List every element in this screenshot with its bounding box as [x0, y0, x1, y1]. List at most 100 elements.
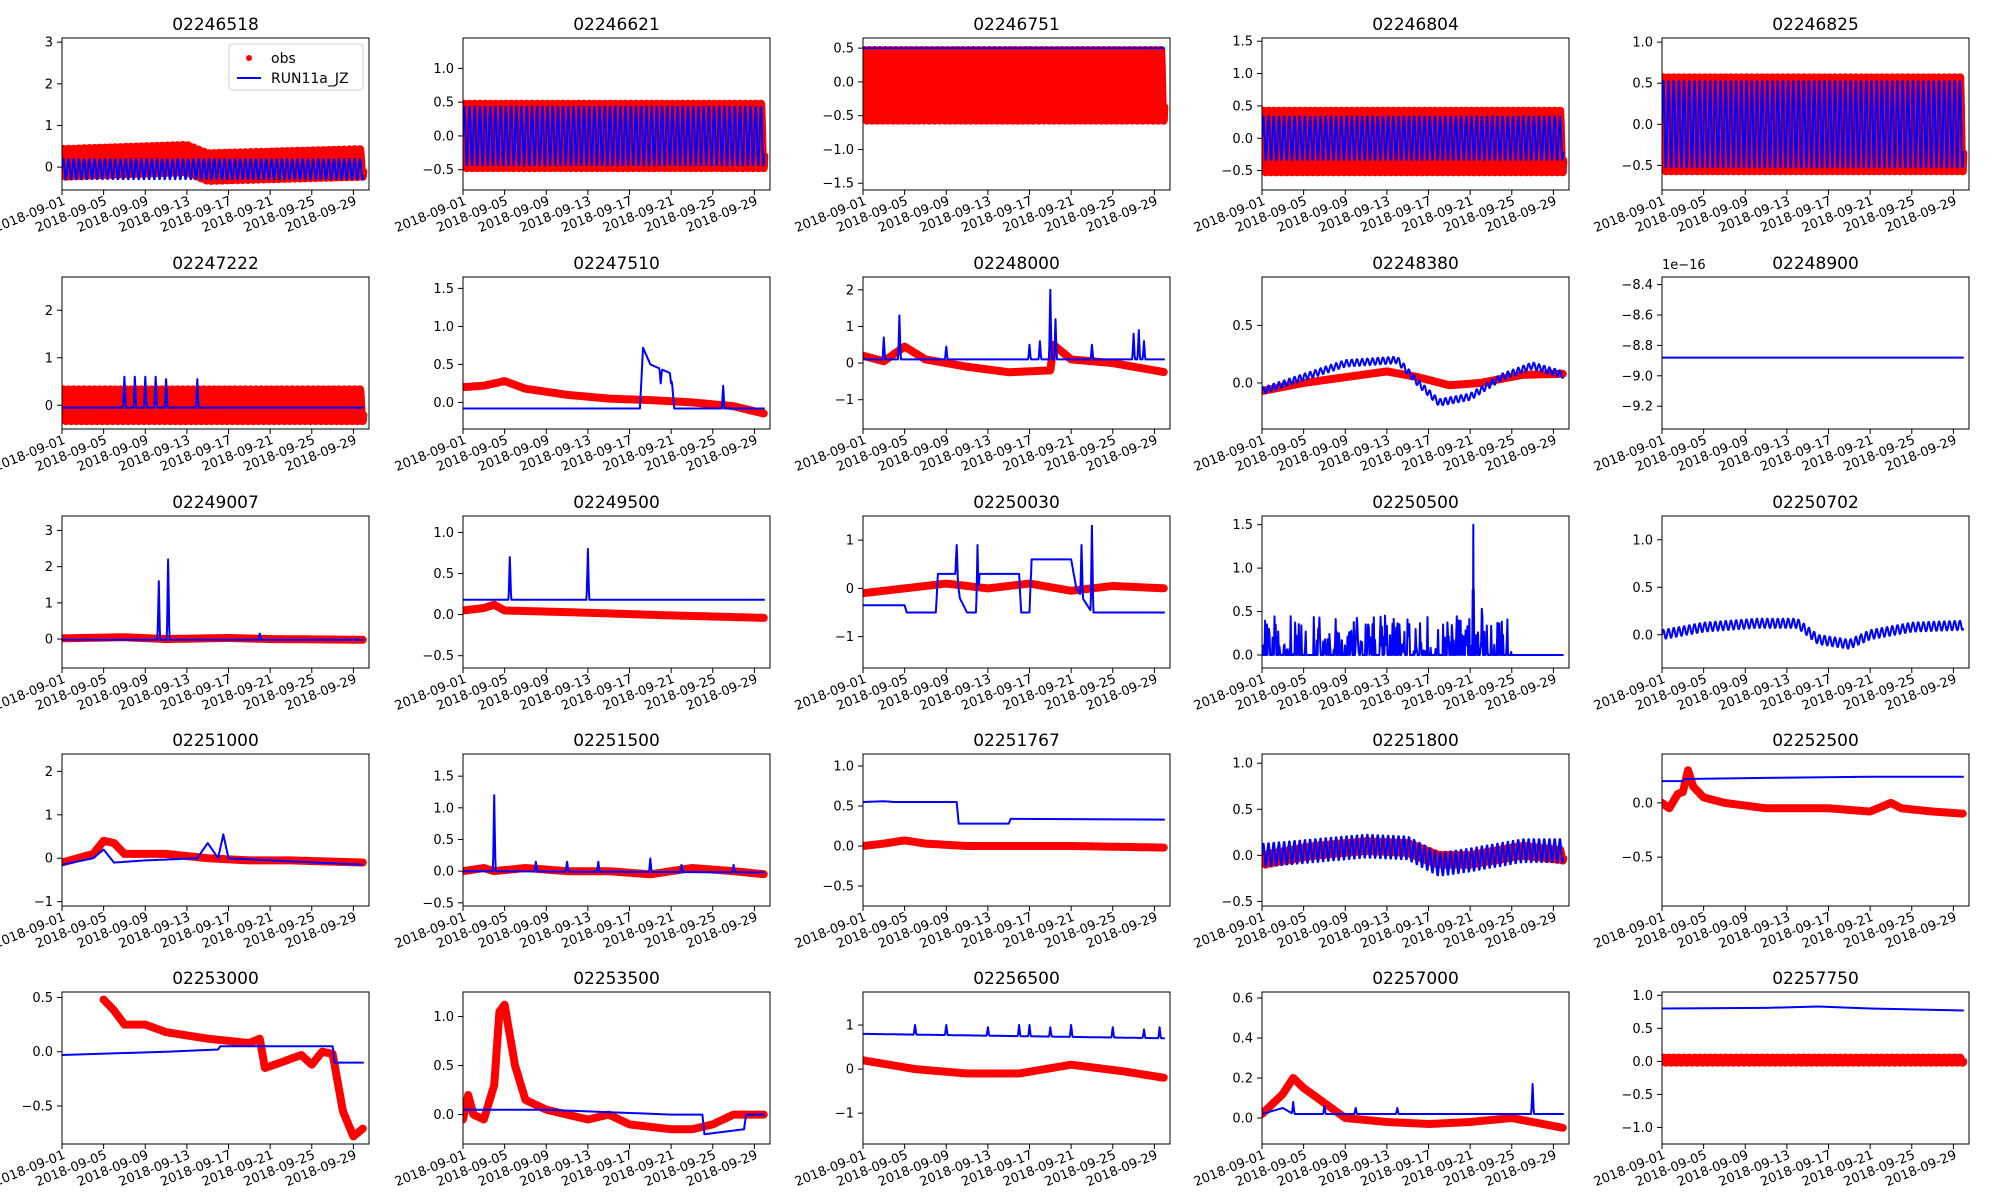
y-tick-label: 0.0	[833, 840, 854, 855]
y-tick-label: −0.5	[422, 896, 454, 911]
y-tick-label: −0.5	[1221, 895, 1253, 910]
chart-panel-02251767: 02251767−0.50.00.51.02018-09-012018-09-0…	[793, 731, 1171, 952]
plot-area	[863, 46, 1169, 125]
panel-title: 02246518	[172, 15, 259, 35]
y-tick-label: 1	[846, 1019, 854, 1034]
y-tick-label: −0.5	[1621, 1088, 1653, 1103]
sim-series	[863, 288, 1166, 361]
panel-title: 02257000	[1372, 969, 1459, 989]
plot-area	[463, 1000, 768, 1136]
y-tick-label: 0	[846, 1063, 854, 1078]
chart-panel-02250500: 022505000.00.51.01.52018-09-012018-09-05…	[1192, 493, 1570, 714]
plot-area	[1262, 523, 1564, 656]
y-tick-label: 1.0	[433, 1010, 454, 1025]
plot-area	[1262, 833, 1568, 877]
axes-frame	[61, 515, 370, 669]
plot-area	[62, 375, 368, 426]
y-tick-label: −1.5	[822, 177, 854, 192]
obs-series	[863, 340, 1168, 377]
y-tick-label: −0.5	[422, 163, 454, 178]
sim-series	[62, 1045, 364, 1064]
y-tick-label: 0.0	[32, 1045, 53, 1060]
plot-area	[1662, 766, 1967, 818]
axes-frame	[61, 991, 370, 1145]
y-tick-label: −0.5	[822, 109, 854, 124]
plot-area	[62, 558, 367, 644]
y-tick-label: 0.5	[433, 567, 454, 582]
y-tick-label: 0.5	[833, 42, 854, 57]
sim-series	[1262, 355, 1565, 407]
y-tick-label: −0.5	[1621, 159, 1653, 174]
y-tick-label: 1	[45, 596, 53, 611]
obs-series	[863, 1056, 1168, 1082]
axes-frame	[462, 753, 771, 907]
legend-obs-marker	[246, 55, 252, 61]
axes-frame	[1661, 515, 1970, 669]
y-tick-label: 0.0	[1232, 376, 1253, 391]
plot-area	[463, 346, 768, 418]
y-tick-label: 1	[45, 808, 53, 823]
panel-title: 02248000	[973, 254, 1060, 274]
y-tick-label: 2	[846, 283, 854, 298]
legend-obs-label: obs	[271, 51, 296, 67]
panel-title: 02249500	[573, 493, 660, 513]
y-tick-label: −9.0	[1621, 369, 1653, 384]
y-tick-label: 0.5	[1632, 77, 1653, 92]
y-tick-label: 2	[45, 765, 53, 780]
plot-area	[463, 547, 768, 622]
y-tick-label: 0.0	[1232, 849, 1253, 864]
sim-series	[1662, 80, 1965, 169]
y-tick-label: 1.0	[1632, 533, 1653, 548]
y-tick-label: −1	[835, 393, 854, 408]
y-tick-label: 0.5	[833, 800, 854, 815]
axes-frame	[1261, 37, 1570, 191]
obs-series	[863, 46, 1169, 125]
panel-title: 02257750	[1772, 969, 1859, 989]
y-tick-label: 0.0	[1232, 648, 1253, 663]
y-tick-label: −9.2	[1621, 400, 1653, 415]
plot-area	[863, 800, 1168, 852]
plot-area	[1262, 355, 1567, 407]
panel-title: 02246621	[573, 15, 660, 35]
sim-series	[863, 800, 1165, 825]
y-tick-label: 0.5	[32, 991, 53, 1006]
y-tick-label: −1	[835, 1107, 854, 1122]
sim-series	[463, 794, 766, 874]
y-tick-label: 1.5	[1232, 518, 1253, 533]
axes-frame	[1661, 753, 1970, 907]
y-tick-label: 0.5	[1232, 99, 1253, 114]
y-tick-label: 0.0	[1632, 796, 1653, 811]
sim-series	[863, 524, 1166, 614]
panel-title: 02253000	[172, 969, 259, 989]
sim-series	[1262, 833, 1565, 877]
y-tick-label: −8.4	[1621, 278, 1653, 293]
plot-area	[1262, 106, 1568, 177]
y-tick-label: 0.5	[433, 96, 454, 111]
axes-frame	[862, 276, 1171, 430]
sim-series	[463, 547, 766, 601]
y-tick-label: 1	[846, 534, 854, 549]
obs-series	[62, 836, 367, 867]
chart-panel-02246804: 02246804−0.50.00.51.01.52018-09-012018-0…	[1192, 15, 1570, 236]
panel-title: 02250500	[1372, 493, 1459, 513]
y-tick-label: 0.5	[1232, 605, 1253, 620]
y-tick-label: 0.0	[1632, 1055, 1653, 1070]
y-tick-label: 1.0	[1632, 36, 1653, 51]
plot-area	[863, 524, 1168, 614]
sim-series	[1262, 523, 1564, 656]
chart-panel-02252500: 02252500−0.50.02018-09-012018-09-052018-…	[1592, 731, 1970, 952]
y-tick-label: 0	[846, 582, 854, 597]
plot-area	[1262, 1074, 1567, 1132]
chart-panel-02249007: 0224900701232018-09-012018-09-052018-09-…	[0, 493, 370, 714]
y-tick-label: 0.0	[433, 129, 454, 144]
chart-panel-02256500: 02256500−1012018-09-012018-09-052018-09-…	[793, 969, 1171, 1190]
panel-title: 02246751	[973, 15, 1060, 35]
y-tick-label: 0.0	[1632, 118, 1653, 133]
y-tick-label: −1.0	[1621, 1121, 1653, 1136]
axes-frame	[1261, 276, 1570, 430]
sim-series	[62, 375, 365, 409]
sim-series	[863, 1024, 1166, 1040]
sim-series	[62, 558, 365, 641]
sim-series	[463, 346, 766, 410]
obs-series	[863, 836, 1168, 852]
